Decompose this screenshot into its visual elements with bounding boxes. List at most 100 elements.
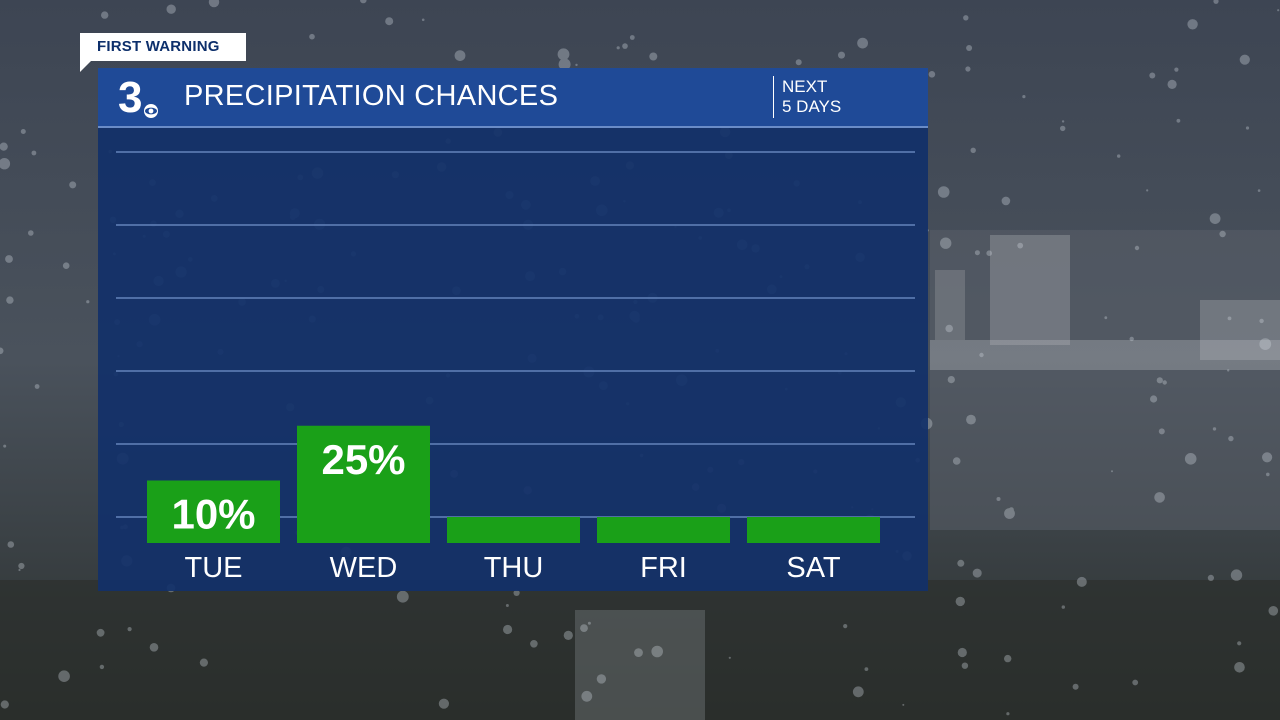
raindrop <box>1072 683 1079 690</box>
raindrop <box>1259 318 1264 324</box>
raindrop <box>1158 428 1165 435</box>
raindrop <box>3 444 7 448</box>
raindrop <box>996 497 1001 501</box>
raindrop <box>966 45 973 51</box>
raindrop <box>1212 427 1217 431</box>
raindrop <box>1001 196 1011 206</box>
raindrop <box>940 237 952 249</box>
raindrop <box>199 658 208 667</box>
raindrop <box>963 15 969 21</box>
bar-wed <box>297 425 430 543</box>
raindrop <box>454 50 466 61</box>
raindrop <box>28 230 34 236</box>
time-range-label: NEXT 5 DAYS <box>782 77 841 117</box>
time-range-line2: 5 DAYS <box>782 97 842 116</box>
raindrop <box>208 0 220 8</box>
raindrop <box>1209 213 1221 225</box>
raindrop <box>1162 380 1167 385</box>
raindrop <box>1213 0 1219 4</box>
day-label-tue: TUE <box>185 552 243 584</box>
raindrop <box>575 63 578 67</box>
raindrop <box>581 690 593 702</box>
raindrop <box>966 414 976 425</box>
raindrop <box>947 376 955 384</box>
raindrop <box>902 703 905 706</box>
raindrop <box>513 589 520 597</box>
raindrop <box>979 352 984 358</box>
raindrop <box>438 698 449 709</box>
raindrop <box>1111 470 1113 473</box>
header-divider <box>773 76 774 118</box>
raindrop <box>309 33 315 40</box>
badge-tail <box>80 60 92 72</box>
raindrop <box>5 255 13 263</box>
raindrop <box>0 142 8 151</box>
raindrop <box>1257 189 1261 192</box>
bar-sat <box>747 517 880 543</box>
raindrop <box>1174 67 1179 72</box>
raindrop <box>651 645 663 658</box>
raindrop <box>957 559 965 567</box>
raindrop <box>634 648 643 657</box>
raindrop <box>0 700 9 709</box>
raindrop <box>1022 95 1026 99</box>
raindrop <box>96 628 105 637</box>
raindrop <box>58 670 70 682</box>
raindrop <box>965 66 971 72</box>
raindrop <box>1150 395 1158 403</box>
raindrop <box>1259 338 1272 350</box>
raindrop <box>972 568 982 578</box>
raindrop <box>31 150 37 156</box>
raindrop <box>596 674 607 684</box>
raindrop <box>616 46 620 50</box>
raindrop <box>557 48 570 61</box>
raindrop <box>857 37 868 49</box>
raindrop <box>952 457 961 465</box>
raindrop <box>1176 118 1181 123</box>
raindrop <box>928 71 936 78</box>
raindrop <box>945 324 953 333</box>
raindrop <box>1266 472 1270 477</box>
value-label-tue: 10% <box>171 491 255 538</box>
raindrop <box>7 541 15 548</box>
raindrop <box>1239 54 1250 65</box>
raindrop <box>1004 654 1012 663</box>
chart-title: PRECIPITATION CHANCES <box>184 80 559 112</box>
raindrop <box>1245 126 1250 130</box>
raindrop <box>1227 369 1230 372</box>
raindrop <box>1227 316 1232 321</box>
raindrop <box>1146 189 1149 192</box>
raindrop <box>629 35 635 40</box>
raindrop <box>580 624 588 632</box>
raindrop <box>503 624 513 635</box>
raindrop <box>1104 316 1108 320</box>
raindrop <box>1061 605 1066 609</box>
raindrop <box>6 296 14 304</box>
raindrop <box>1134 245 1140 251</box>
bar-tue <box>147 480 280 543</box>
raindrop <box>563 630 573 641</box>
raindrop <box>1117 154 1121 158</box>
raindrop <box>69 181 77 189</box>
bar-thu <box>447 517 580 543</box>
day-label-thu: THU <box>484 552 544 584</box>
raindrop <box>530 640 538 648</box>
raindrop <box>1017 242 1024 249</box>
panel-header: 3 PRECIPITATION CHANCES NEXT 5 DAYS <box>98 68 928 128</box>
raindrop <box>1230 569 1243 581</box>
raindrop <box>1234 662 1245 673</box>
raindrop <box>1277 9 1280 12</box>
day-label-sat: SAT <box>786 552 841 584</box>
raindrop <box>961 662 969 669</box>
station-3-logo-icon: 3 <box>118 74 158 120</box>
raindrop <box>1076 576 1087 587</box>
raindrop <box>558 58 571 71</box>
raindrop <box>385 17 394 26</box>
raindrop <box>986 250 992 256</box>
raindrop <box>1156 377 1163 384</box>
raindrop <box>955 596 965 607</box>
raindrop <box>1228 435 1234 442</box>
raindrop <box>421 18 425 22</box>
raindrop <box>99 664 105 670</box>
raindrop <box>1132 679 1139 686</box>
